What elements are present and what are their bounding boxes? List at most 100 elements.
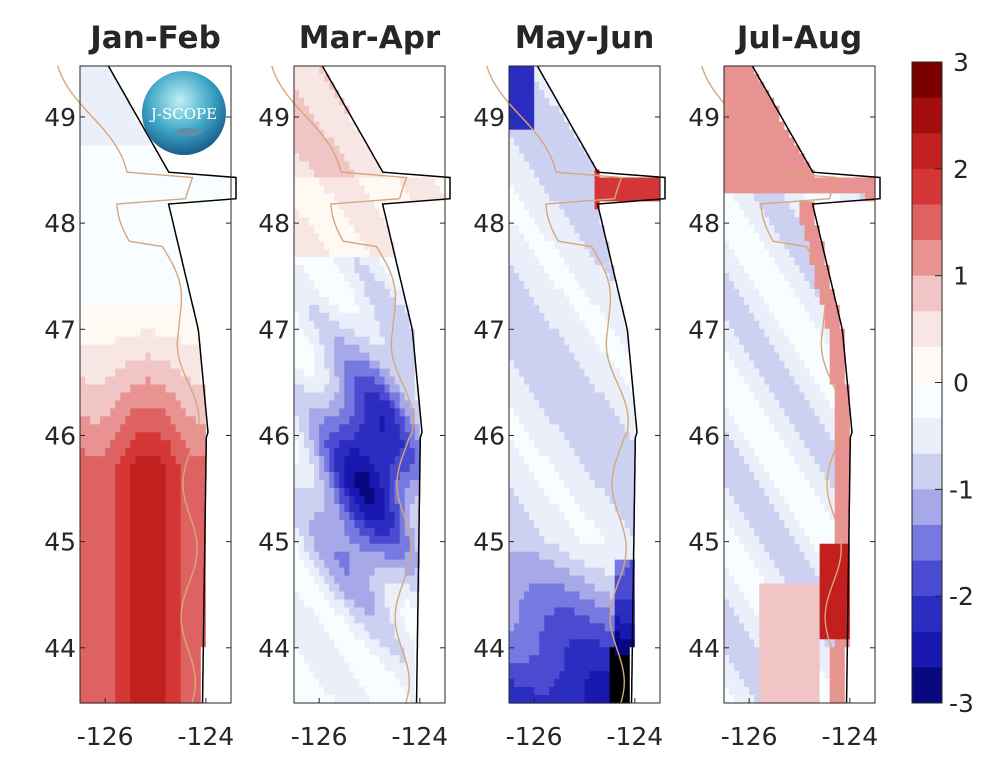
anomaly-cell <box>329 105 335 115</box>
anomaly-cell <box>140 519 147 529</box>
anomaly-cell <box>105 511 111 521</box>
anomaly-cell <box>90 81 96 91</box>
anomaly-cell <box>185 201 192 210</box>
anomaly-cell <box>210 488 217 497</box>
anomaly-cell <box>155 408 162 417</box>
anomaly-cell <box>120 257 126 266</box>
anomaly-cell <box>419 424 426 433</box>
anomaly-cell <box>115 591 121 601</box>
anomaly-cell <box>225 73 232 83</box>
anomaly-cell <box>125 320 131 330</box>
anomaly-cell <box>369 105 376 115</box>
anomaly-cell <box>304 280 310 290</box>
anomaly-cell <box>150 647 157 656</box>
anomaly-cell <box>100 464 106 473</box>
anomaly-cell <box>80 400 86 409</box>
anomaly-cell <box>215 679 222 688</box>
anomaly-cell <box>399 217 406 226</box>
anomaly-cell <box>384 408 391 417</box>
anomaly-cell <box>314 225 320 234</box>
anomaly-cell <box>294 679 300 688</box>
anomaly-cell <box>100 265 106 274</box>
anomaly-cell <box>225 695 232 704</box>
anomaly-cell <box>339 201 345 210</box>
anomaly-cell <box>155 153 162 163</box>
anomaly-cell <box>414 169 421 179</box>
anomaly-cell <box>339 225 345 234</box>
anomaly-cell <box>110 288 116 298</box>
anomaly-cell <box>414 503 421 513</box>
anomaly-cell <box>180 209 187 218</box>
anomaly-cell <box>175 495 182 505</box>
anomaly-cell <box>80 81 86 91</box>
anomaly-cell <box>309 535 315 545</box>
anomaly-cell <box>339 257 345 266</box>
anomaly-cell <box>304 376 310 386</box>
anomaly-cell <box>424 639 431 648</box>
anomaly-cell <box>384 488 391 497</box>
anomaly-cell <box>439 265 446 274</box>
anomaly-cell <box>304 519 310 529</box>
anomaly-cell <box>205 145 212 155</box>
anomaly-cell <box>389 368 396 378</box>
anomaly-cell <box>200 217 207 226</box>
anomaly-cell <box>414 288 421 298</box>
anomaly-cell <box>215 599 222 609</box>
anomaly-cell <box>225 121 232 131</box>
anomaly-cell <box>414 193 421 202</box>
anomaly-cell <box>309 695 315 704</box>
anomaly-cell <box>409 105 416 115</box>
anomaly-cell <box>140 177 147 187</box>
anomaly-cell <box>225 137 232 147</box>
anomaly-cell <box>424 623 431 632</box>
anomaly-cell <box>324 543 330 553</box>
anomaly-cell <box>135 687 141 696</box>
anomaly-cell <box>110 511 116 521</box>
anomaly-cell <box>399 225 406 234</box>
anomaly-cell <box>424 89 431 99</box>
anomaly-cell <box>115 607 121 617</box>
anomaly-cell <box>110 153 116 163</box>
anomaly-cell <box>389 519 396 529</box>
anomaly-cell <box>130 273 136 282</box>
anomaly-cell <box>135 575 141 585</box>
anomaly-cell <box>419 137 426 147</box>
anomaly-cell <box>399 679 406 688</box>
anomaly-cell <box>334 241 340 250</box>
anomaly-cell <box>294 73 300 83</box>
anomaly-cell <box>409 257 416 266</box>
anomaly-cell <box>85 73 91 83</box>
anomaly-cell <box>414 225 421 234</box>
anomaly-cell <box>314 185 320 194</box>
anomaly-cell <box>439 448 446 457</box>
anomaly-cell <box>319 679 325 688</box>
anomaly-cell <box>369 623 376 632</box>
anomaly-cell <box>210 695 217 704</box>
anomaly-cell <box>210 201 217 210</box>
anomaly-cell <box>304 655 310 664</box>
anomaly-cell <box>409 575 416 585</box>
anomaly-cell <box>145 456 152 465</box>
anomaly-cell <box>384 288 391 298</box>
anomaly-cell <box>95 464 101 473</box>
anomaly-cell <box>334 312 340 322</box>
anomaly-cell <box>309 655 315 664</box>
anomaly-cell <box>404 559 411 569</box>
anomaly-cell <box>429 607 436 617</box>
anomaly-cell <box>399 432 406 441</box>
anomaly-cell <box>185 432 192 441</box>
anomaly-cell <box>155 543 162 553</box>
anomaly-cell <box>329 599 335 609</box>
anomaly-cell <box>160 480 167 489</box>
anomaly-cell <box>429 663 436 672</box>
anomaly-cell <box>329 376 335 386</box>
anomaly-cell <box>414 488 421 497</box>
anomaly-cell <box>165 257 172 266</box>
anomaly-cell <box>185 639 192 648</box>
anomaly-cell <box>105 440 111 449</box>
anomaly-cell <box>145 464 152 473</box>
anomaly-cell <box>170 551 177 561</box>
anomaly-cell <box>185 376 192 386</box>
anomaly-cell <box>329 273 335 282</box>
